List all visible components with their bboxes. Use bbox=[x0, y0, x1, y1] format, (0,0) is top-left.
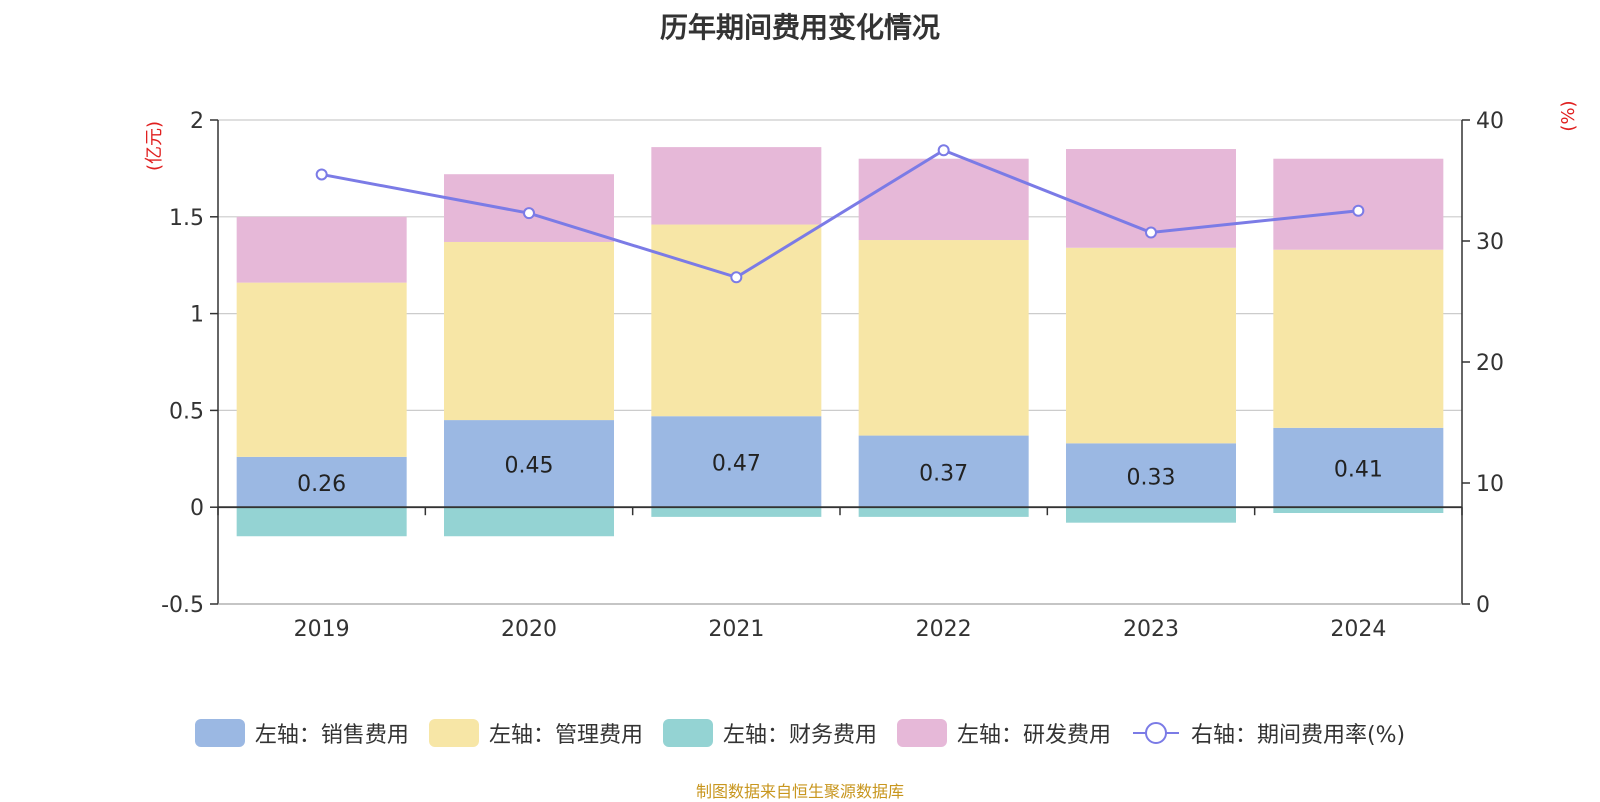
bar-segment bbox=[444, 241, 614, 421]
bar-segment bbox=[236, 216, 407, 283]
y-left-tick-label: 2 bbox=[190, 109, 204, 134]
x-category-label: 2019 bbox=[294, 617, 350, 642]
bar-segment bbox=[1273, 158, 1444, 250]
data-label: 0.47 bbox=[712, 452, 761, 477]
y-left-tick-label: 1 bbox=[190, 303, 204, 328]
x-category-label: 2021 bbox=[708, 617, 764, 642]
x-category-label: 2020 bbox=[501, 617, 557, 642]
bar-segment bbox=[1273, 507, 1444, 514]
bar-segment bbox=[444, 420, 614, 508]
legend-label: 左轴：管理费用 bbox=[488, 723, 643, 748]
legend-item[interactable]: 右轴：期间费用率(%) bbox=[1131, 717, 1405, 749]
x-category-label: 2022 bbox=[916, 617, 972, 642]
x-category-label: 2023 bbox=[1123, 617, 1179, 642]
bar-segment bbox=[1273, 249, 1444, 428]
bar-segment bbox=[651, 147, 822, 225]
y-right-tick-label: 0 bbox=[1476, 593, 1490, 618]
x-category-label: 2024 bbox=[1330, 617, 1386, 642]
rate-point bbox=[730, 271, 743, 284]
rate-point bbox=[315, 168, 328, 181]
rate-point bbox=[1145, 226, 1157, 239]
data-label: 0.45 bbox=[505, 454, 554, 479]
y-right-unit-label: (%) bbox=[1558, 100, 1579, 131]
rate-point bbox=[1352, 204, 1365, 217]
legend-label: 左轴：研发费用 bbox=[956, 723, 1111, 748]
legend-item[interactable]: 左轴：销售费用 bbox=[194, 717, 409, 749]
legend: 左轴：销售费用 左轴：管理费用 左轴：财务费用 左轴：研发费用 右轴：期间费用率(%) bbox=[0, 717, 1600, 749]
legend-swatch bbox=[662, 719, 713, 747]
bar-segment bbox=[236, 507, 407, 537]
legend-item[interactable]: 左轴：管理费用 bbox=[428, 717, 643, 749]
bar-segment bbox=[1066, 443, 1236, 508]
bar-segment bbox=[651, 507, 822, 517]
legend-item[interactable]: 左轴：研发费用 bbox=[896, 717, 1111, 749]
bar-segment bbox=[651, 224, 822, 417]
rate-point bbox=[937, 144, 950, 157]
data-label: 0.41 bbox=[1334, 458, 1383, 483]
bar-segment bbox=[1066, 247, 1236, 444]
y-left-unit-label: (亿元) bbox=[144, 121, 165, 171]
legend-swatch bbox=[428, 719, 479, 747]
data-label: 0.33 bbox=[1127, 465, 1176, 490]
bar-segment bbox=[444, 507, 614, 537]
chart-title: 历年期间费用变化情况 bbox=[659, 11, 940, 44]
data-label: 0.37 bbox=[919, 461, 968, 486]
legend-label: 左轴：财务费用 bbox=[722, 723, 877, 748]
y-left-tick-label: 0 bbox=[190, 496, 204, 521]
y-right-tick-label: 10 bbox=[1476, 472, 1504, 497]
legend-label: 右轴：期间费用率(%) bbox=[1190, 723, 1406, 748]
bar-segment bbox=[651, 416, 822, 508]
legend-line-marker bbox=[1132, 722, 1179, 744]
bar-segment bbox=[236, 282, 407, 457]
legend-item[interactable]: 左轴：财务费用 bbox=[662, 717, 877, 749]
y-left-tick-label: 1.5 bbox=[169, 206, 204, 231]
y-left-tick-label: 0.5 bbox=[169, 399, 204, 424]
data-label: 0.26 bbox=[297, 472, 346, 497]
source-note: 制图数据来自恒生聚源数据库 bbox=[695, 782, 904, 801]
bar-segment bbox=[1066, 507, 1236, 523]
rate-point bbox=[523, 207, 535, 220]
bar-segment bbox=[236, 456, 407, 508]
bar-segment bbox=[858, 435, 1029, 508]
y-left-tick-label: -0.5 bbox=[161, 593, 204, 618]
y-right-tick-label: 40 bbox=[1476, 109, 1504, 134]
bar-segment bbox=[858, 158, 1029, 241]
legend-label: 左轴：销售费用 bbox=[254, 723, 409, 748]
bar-segment bbox=[858, 240, 1029, 436]
legend-swatch bbox=[896, 719, 947, 747]
y-right-tick-label: 20 bbox=[1476, 351, 1504, 376]
bar-segment bbox=[858, 507, 1029, 517]
bar-segment bbox=[1273, 427, 1444, 508]
rate-line bbox=[321, 148, 1359, 279]
y-right-tick-label: 30 bbox=[1476, 230, 1504, 255]
legend-swatch bbox=[194, 719, 245, 747]
